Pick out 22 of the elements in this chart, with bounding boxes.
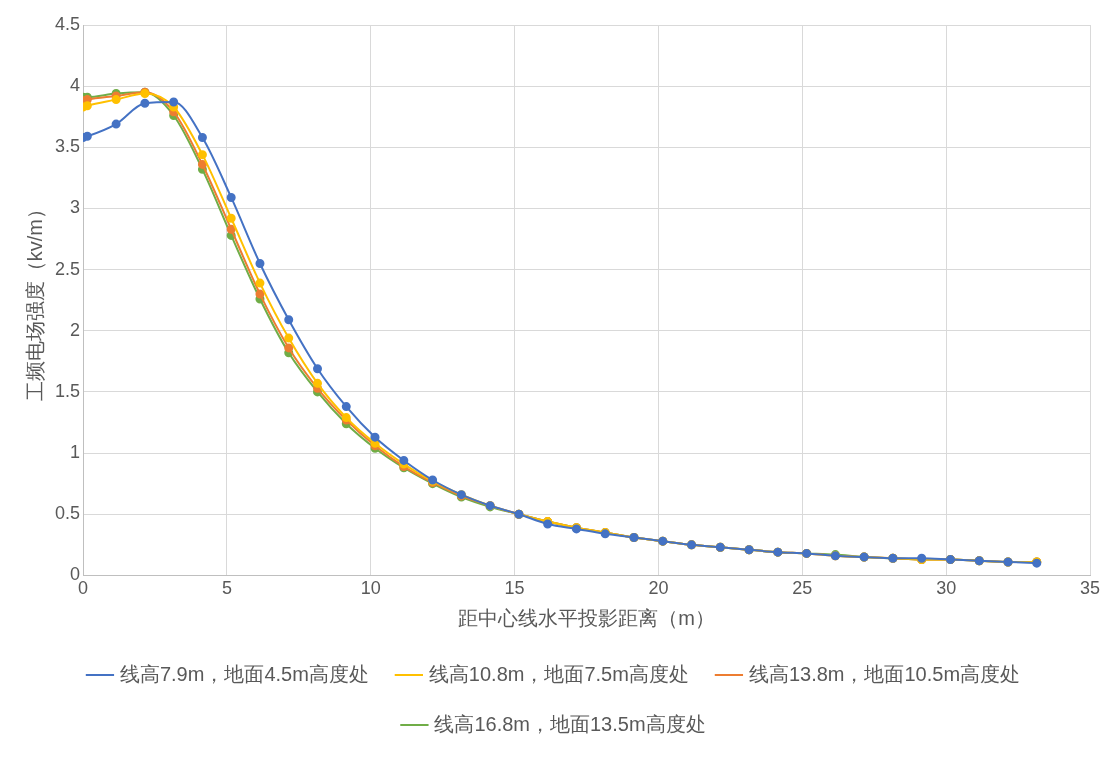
y-tick-label: 2: [70, 319, 81, 340]
x-tick-label: 30: [936, 578, 957, 599]
y-tick-label: 4: [70, 75, 81, 96]
y-axis-title: 工频电场强度（kv/m）: [23, 199, 46, 402]
y-tick-label: 3: [70, 197, 81, 218]
legend-label: 线高7.9m，地面4.5m高度处: [119, 662, 369, 685]
legend-label: 线高13.8m，地面10.5m高度处: [748, 662, 1021, 685]
y-tick-label: 3.5: [54, 136, 81, 157]
legend-label: 线高10.8m，地面7.5m高度处: [428, 662, 689, 685]
x-tick-label: 35: [1079, 578, 1101, 599]
legend-label: 线高16.8m，地面13.5m高度处: [434, 712, 706, 735]
y-tick-label: 0.5: [54, 503, 81, 524]
y-tick-label: 2.5: [54, 258, 81, 279]
y-tick-label: 4.5: [54, 13, 81, 34]
x-tick-label: 15: [504, 578, 525, 599]
y-tick-label: 1: [70, 442, 81, 463]
x-tick-label: 20: [648, 578, 669, 599]
x-tick-label: 10: [360, 578, 381, 599]
x-tick-label: 5: [221, 578, 232, 599]
x-tick-label: 25: [792, 578, 813, 599]
x-axis-title: 距中心线水平投影距离（m）: [458, 606, 715, 629]
y-tick-label: 1.5: [54, 380, 81, 401]
